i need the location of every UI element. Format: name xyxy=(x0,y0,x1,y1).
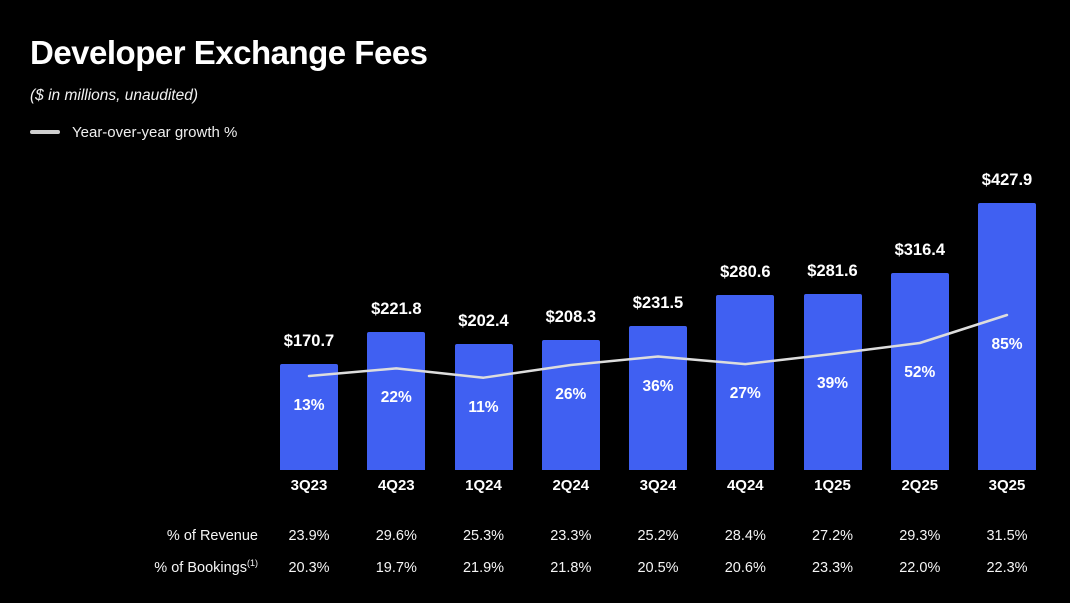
bar-value-label: $280.6 xyxy=(720,262,771,281)
bar-growth-label: 52% xyxy=(904,364,936,381)
table-cell: 28.4% xyxy=(724,528,766,544)
legend: Year-over-year growth % xyxy=(30,123,237,141)
table-cell: 27.2% xyxy=(811,528,854,544)
bar-value-label: $281.6 xyxy=(807,262,858,281)
table-cell: 23.3% xyxy=(550,528,592,544)
table-cell: 22.0% xyxy=(899,560,941,576)
bar xyxy=(280,363,338,470)
table-cell: 23.3% xyxy=(811,560,854,576)
table-cell: 25.3% xyxy=(462,528,505,544)
bar-growth-label: 22% xyxy=(380,389,412,407)
bar-growth-label: 36% xyxy=(642,377,674,395)
table-row-label: % of Revenue xyxy=(166,528,258,544)
bar-growth-label: 11% xyxy=(468,398,499,416)
table-cell: 29.3% xyxy=(899,528,941,544)
x-axis-label: 4Q24 xyxy=(726,477,764,494)
x-axis-label: 3Q24 xyxy=(639,477,677,494)
x-axis-label: 4Q23 xyxy=(377,477,415,494)
bar-growth-label: 26% xyxy=(555,386,587,403)
table-cell: 31.5% xyxy=(986,528,1028,544)
chart-subtitle: ($ in millions, unaudited) xyxy=(30,87,199,104)
x-axis-label: 2Q24 xyxy=(552,477,590,494)
bar xyxy=(716,294,775,470)
x-axis-label: 3Q23 xyxy=(290,477,328,494)
bar-growth-label: 27% xyxy=(729,385,761,403)
table-cell: 23.9% xyxy=(288,528,330,544)
table-cell: 20.6% xyxy=(724,560,766,576)
table-cell: 25.2% xyxy=(637,528,679,544)
x-axis-label: 1Q25 xyxy=(814,477,851,494)
table-row-label: % of Bookings(1) xyxy=(154,558,258,576)
x-axis-label: 3Q25 xyxy=(988,477,1026,494)
table-cell: 19.7% xyxy=(375,560,417,576)
footnote-marker: (1) xyxy=(247,558,258,569)
bar-value-label: $427.9 xyxy=(981,171,1033,189)
legend-label: Year-over-year growth % xyxy=(72,123,238,141)
table-cell: 20.5% xyxy=(637,560,679,576)
line-swatch-icon xyxy=(30,130,60,134)
table-cell: 21.8% xyxy=(550,560,592,576)
bar-value-label: $316.4 xyxy=(894,240,946,259)
table-cell: 22.3% xyxy=(986,560,1028,576)
bar xyxy=(541,340,600,470)
bar-growth-label: 39% xyxy=(816,375,849,392)
bar-growth-label: 13% xyxy=(293,397,325,414)
bar-value-label: $221.8 xyxy=(371,299,422,318)
bar xyxy=(629,325,687,470)
table-cell: 29.6% xyxy=(375,528,417,544)
bar-value-label: $231.5 xyxy=(632,293,684,312)
table-cell: 21.9% xyxy=(462,560,505,576)
bar-growth-label: 85% xyxy=(991,336,1023,353)
x-axis-label: 1Q24 xyxy=(465,477,502,494)
bar-value-label: $170.7 xyxy=(283,331,335,350)
table-cell: 20.3% xyxy=(288,560,330,576)
x-axis-label: 2Q25 xyxy=(901,477,939,494)
chart-title: Developer Exchange Fees xyxy=(30,34,428,71)
